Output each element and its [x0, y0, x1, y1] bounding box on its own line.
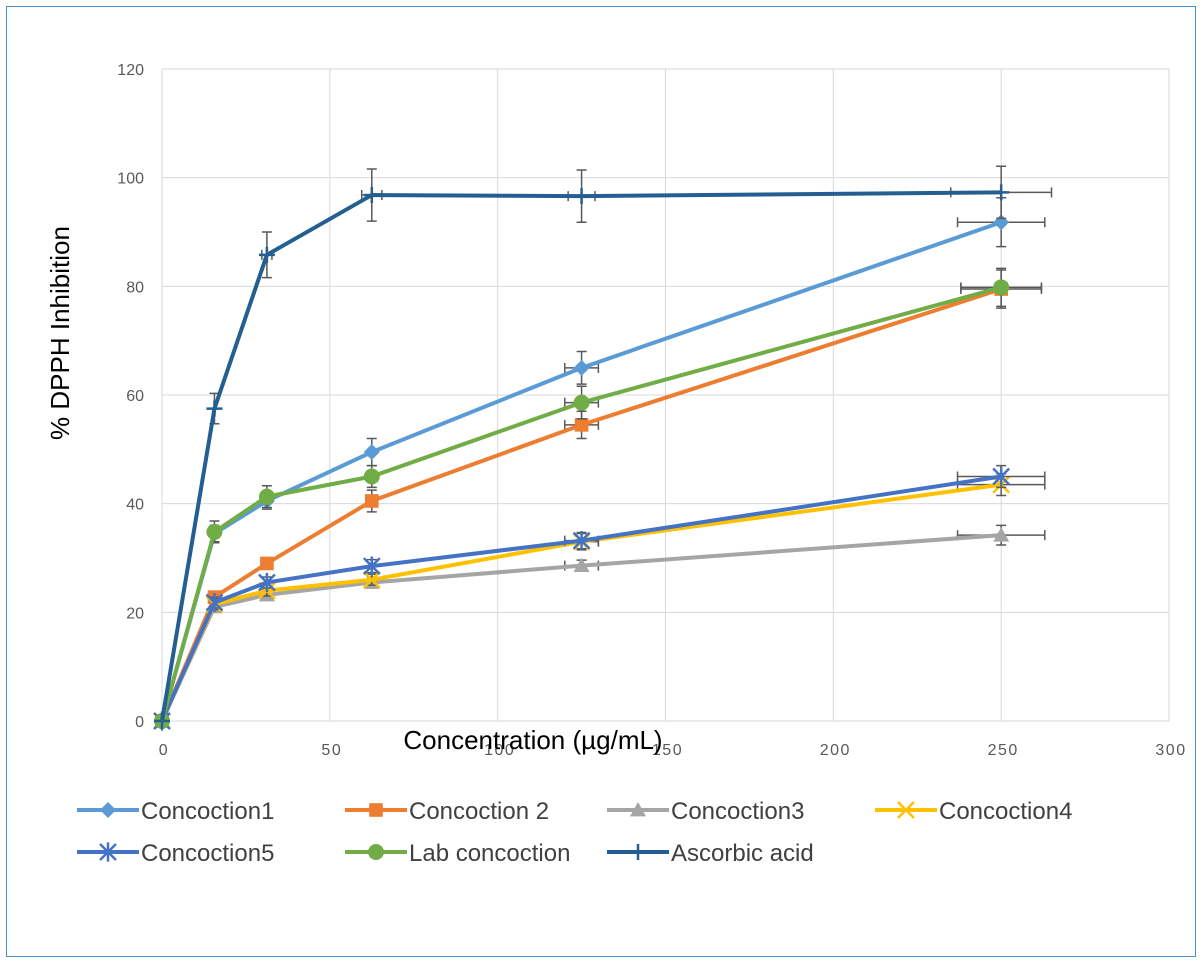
- legend-marker: [100, 802, 116, 818]
- data-point: [206, 523, 223, 540]
- legend-label: Concoction1: [141, 798, 274, 825]
- x-tick-label: 0: [159, 742, 169, 759]
- data-point: [258, 572, 276, 593]
- series-line: [160, 190, 1002, 722]
- x-axis-title: Concentration (µg/mL): [403, 725, 662, 755]
- x-tick-label: 300: [1155, 742, 1186, 759]
- legend-item: Concoction5: [77, 840, 274, 867]
- legend-item: Concoction4: [875, 798, 1072, 825]
- legend-marker: [369, 803, 383, 817]
- legend-item: Concoction3: [607, 798, 804, 825]
- series-line: [160, 220, 1002, 722]
- data-point: [260, 556, 274, 571]
- x-tick-label: 200: [820, 742, 851, 759]
- legend-marker: [99, 842, 117, 862]
- series-lab-concoction: [154, 267, 1043, 729]
- series-concoction3: [154, 524, 1046, 728]
- data-point: [258, 488, 275, 505]
- y-tick-label: 0: [135, 714, 144, 731]
- data-point: [572, 531, 591, 551]
- x-tick-label: 100: [484, 742, 515, 759]
- series-concoction5: [153, 464, 1046, 731]
- legend-item: Ascorbic acid: [607, 840, 814, 867]
- y-tick-label: 40: [126, 497, 144, 514]
- series-line: [160, 474, 1002, 722]
- data-point: [364, 494, 379, 508]
- data-point: [363, 187, 380, 204]
- y-axis-title: % DPPH Inhibition: [45, 226, 75, 440]
- legend-marker: [630, 802, 646, 817]
- data-point: [573, 188, 590, 205]
- legend-marker: [368, 844, 384, 860]
- data-point: [993, 279, 1010, 296]
- series-ascorbic-acid: [154, 165, 1053, 729]
- legend: Concoction1 Concoction 2 Concoction3 Concoc…: [77, 798, 1072, 867]
- dpph-inhibition-chart: 0 50 100 150 200 250 300 0 20 40 60 80 100 120 Concen…: [45, 62, 1186, 867]
- legend-label: Concoction4: [939, 798, 1072, 825]
- legend-item: Concoction1: [77, 798, 274, 825]
- x-tick-label: 50: [321, 742, 342, 759]
- data-point: [362, 570, 381, 589]
- legend-label: Concoction5: [141, 840, 274, 867]
- legend-label: Ascorbic acid: [671, 840, 814, 867]
- data-point: [206, 400, 223, 417]
- tick-labels: 0 50 100 150 200 250 300 0 20 40 60 80 100 120: [117, 62, 1186, 759]
- data-point: [362, 556, 381, 576]
- legend-item: Lab concoction: [345, 840, 570, 867]
- data-point: [993, 184, 1010, 201]
- data-point: [258, 246, 275, 263]
- x-tick-label: 250: [988, 742, 1019, 759]
- y-tick-label: 60: [126, 388, 144, 405]
- legend-marker: [897, 801, 915, 819]
- series-group: [153, 165, 1053, 731]
- data-point: [363, 468, 380, 485]
- series-line: [160, 482, 1002, 722]
- legend-label: Lab concoction: [409, 840, 570, 867]
- legend-marker: [630, 844, 646, 860]
- y-tick-label: 80: [126, 279, 144, 296]
- legend-item: Concoction 2: [345, 798, 549, 825]
- data-point: [573, 359, 590, 376]
- chart-frame: 0 50 100 150 200 250 300 0 20 40 60 80 100 120 Concen…: [6, 6, 1196, 957]
- data-point: [574, 418, 589, 432]
- y-tick-label: 120: [117, 62, 144, 79]
- series-concoction1: [154, 197, 1046, 729]
- data-point: [573, 557, 590, 573]
- x-tick-label: 150: [652, 742, 683, 759]
- legend-label: Concoction3: [671, 798, 804, 825]
- data-point: [205, 592, 224, 613]
- data-point: [363, 444, 380, 461]
- data-point: [993, 527, 1010, 542]
- data-point: [992, 466, 1011, 487]
- legend-label: Concoction 2: [409, 798, 549, 825]
- series-concoction4: [153, 473, 1046, 730]
- data-point: [154, 713, 170, 729]
- series-line: [160, 285, 1002, 722]
- y-tick-label: 100: [117, 171, 144, 188]
- grid: [161, 68, 1170, 722]
- data-point: [573, 394, 590, 411]
- y-tick-label: 20: [126, 605, 144, 622]
